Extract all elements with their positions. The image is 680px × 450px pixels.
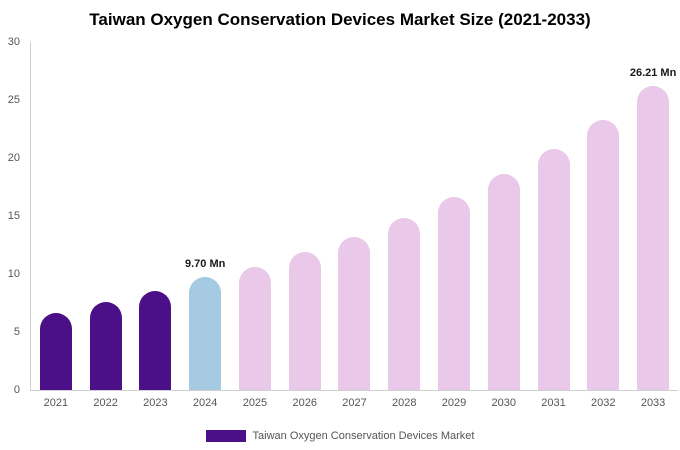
y-axis-label-10: 10 bbox=[7, 268, 20, 280]
x-axis-label-2029: 2029 bbox=[441, 397, 467, 409]
bar-column-2032: 2032 bbox=[578, 42, 628, 409]
x-axis-label-2030: 2030 bbox=[491, 397, 517, 409]
bar-2022 bbox=[89, 301, 122, 390]
bars-container: 2021 2022 2023 9.70 Mn 2024 2025 2026 2027 2028 2… bbox=[31, 42, 678, 409]
x-axis-label-2026: 2026 bbox=[292, 397, 317, 409]
value-label-2024: 9.70 Mn bbox=[184, 258, 226, 271]
x-axis-label-2031: 2031 bbox=[541, 397, 566, 409]
x-axis-label-2024: 2024 bbox=[192, 397, 218, 409]
bar-2031 bbox=[537, 148, 570, 390]
x-axis-label-2033: 2033 bbox=[640, 397, 666, 409]
bar-column-2028: 2028 bbox=[379, 42, 429, 409]
x-axis-label-2023: 2023 bbox=[143, 397, 168, 409]
bar-column-2027: 2027 bbox=[330, 42, 380, 409]
value-label-2033: 26.21 Mn bbox=[629, 66, 677, 79]
bar-column-2033: 26.21 Mn 2033 bbox=[628, 42, 678, 409]
bar-2025 bbox=[238, 267, 271, 390]
bar-column-2022: 2022 bbox=[81, 42, 131, 409]
bar-2027 bbox=[338, 236, 371, 390]
legend: Taiwan Oxygen Conservation Devices Marke… bbox=[0, 430, 680, 442]
bar-2033 bbox=[637, 85, 670, 390]
y-axis-label-0: 0 bbox=[13, 384, 20, 396]
legend-label: Taiwan Oxygen Conservation Devices Marke… bbox=[252, 430, 475, 442]
y-axis-label-5: 5 bbox=[13, 326, 20, 338]
x-axis-label-2027: 2027 bbox=[342, 397, 367, 409]
y-axis-label-30: 30 bbox=[7, 36, 20, 48]
bar-column-2029: 2029 bbox=[429, 42, 479, 409]
bar-column-2026: 2026 bbox=[280, 42, 330, 409]
x-axis-label-2028: 2028 bbox=[391, 397, 417, 409]
bar-column-2021: 2021 bbox=[31, 42, 81, 409]
y-axis-label-15: 15 bbox=[7, 210, 20, 222]
bar-2021 bbox=[39, 313, 72, 390]
x-axis-label-2022: 2022 bbox=[93, 397, 118, 409]
bar-column-2023: 2023 bbox=[131, 42, 181, 409]
bar-column-2031: 2031 bbox=[529, 42, 579, 409]
plot-area: 2021 2022 2023 9.70 Mn 2024 2025 2026 2027 2028 2… bbox=[30, 42, 678, 409]
bar-2026 bbox=[288, 251, 321, 390]
y-axis-label-25: 25 bbox=[7, 94, 20, 106]
y-axis-label-20: 20 bbox=[7, 152, 20, 164]
y-axis: 0 5 10 15 20 25 30 bbox=[0, 36, 26, 396]
chart-title: Taiwan Oxygen Conservation Devices Marke… bbox=[89, 10, 591, 29]
bar-2024 bbox=[189, 277, 222, 390]
x-axis-label-2025: 2025 bbox=[242, 397, 268, 409]
legend-swatch bbox=[205, 430, 246, 442]
x-axis-label-2032: 2032 bbox=[591, 397, 616, 409]
bar-2028 bbox=[388, 218, 421, 390]
bar-2023 bbox=[139, 291, 172, 390]
bar-column-2030: 2030 bbox=[479, 42, 529, 409]
bar-column-2024: 9.70 Mn 2024 bbox=[180, 42, 230, 409]
bar-2030 bbox=[487, 174, 520, 390]
bar-2029 bbox=[438, 197, 470, 390]
x-axis-label-2021: 2021 bbox=[43, 397, 69, 409]
bar-column-2025: 2025 bbox=[230, 42, 280, 409]
bar-2032 bbox=[587, 119, 620, 390]
